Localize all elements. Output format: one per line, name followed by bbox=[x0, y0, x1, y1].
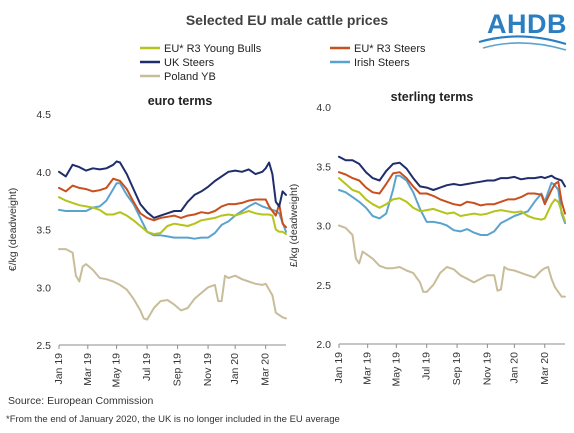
panel-sterling-terms: sterling terms £/kg (deadweight) 2.0 2.5 3.0… bbox=[288, 90, 566, 387]
x-tick-label: Sep 19 bbox=[172, 353, 184, 386]
series-line-irish_steers bbox=[58, 182, 287, 240]
series-line-r3_steers bbox=[58, 177, 287, 229]
y-axis-title: £/kg (deadweight) bbox=[288, 184, 300, 267]
logo-wave-2 bbox=[482, 42, 567, 51]
legend-label-young_bulls: EU* R3 Young Bulls bbox=[164, 43, 262, 55]
series-line-young_bulls bbox=[58, 196, 287, 236]
y-tick-label: 4.0 bbox=[36, 167, 51, 179]
y-tick-label: 2.5 bbox=[36, 340, 51, 352]
panel-euro-terms: euro terms €/kg (deadweight) 2.5 3.0 3.5 4.0 4… bbox=[7, 94, 287, 388]
ahdb-logo: AHDB bbox=[478, 9, 567, 51]
y-tick-label: 3.0 bbox=[316, 221, 331, 233]
legend-label-r3_steers: EU* R3 Steers bbox=[354, 43, 426, 55]
x-tick-label: Jan 19 bbox=[333, 352, 345, 384]
footnote: *From the end of January 2020, the UK is… bbox=[6, 414, 340, 425]
x-tick-label: Jul 19 bbox=[141, 353, 153, 381]
x-tick-label: May 19 bbox=[390, 352, 402, 387]
series-line-r3_steers bbox=[338, 171, 566, 215]
panel-subtitle: sterling terms bbox=[391, 90, 474, 104]
logo-text: AHDB bbox=[487, 9, 567, 39]
source-note: Source: European Commission bbox=[8, 395, 153, 407]
y-tick-label: 3.5 bbox=[36, 225, 51, 237]
y-tick-label: 3.5 bbox=[316, 161, 331, 173]
legend-label-poland_yb: Poland YB bbox=[164, 71, 216, 83]
chart-title: Selected EU male cattle prices bbox=[186, 12, 389, 28]
series-line-poland_yb bbox=[338, 224, 566, 298]
x-tick-label: Sep 19 bbox=[451, 352, 463, 385]
legend-label-irish_steers: Irish Steers bbox=[354, 57, 410, 69]
legend: EU* R3 Young Bulls EU* R3 Steers UK Steers… bbox=[140, 43, 426, 83]
x-tick-label: May 19 bbox=[111, 353, 123, 388]
y-tick-label: 3.0 bbox=[36, 282, 51, 294]
y-tick-label: 4.5 bbox=[36, 109, 51, 121]
x-tick-label: Mar 19 bbox=[82, 353, 94, 386]
x-tick-label: Nov 19 bbox=[202, 353, 214, 386]
series-line-uk_steers bbox=[338, 155, 566, 191]
x-tick-label: Jan 20 bbox=[229, 353, 241, 385]
legend-label-uk_steers: UK Steers bbox=[164, 57, 215, 69]
y-axis-title: €/kg (deadweight) bbox=[7, 188, 19, 271]
x-tick-label: Mar 20 bbox=[260, 353, 272, 386]
panel-subtitle: euro terms bbox=[148, 94, 213, 108]
series-line-poland_yb bbox=[58, 248, 287, 321]
series-line-young_bulls bbox=[338, 177, 566, 222]
y-tick-label: 2.0 bbox=[316, 339, 331, 351]
x-tick-label: Jul 19 bbox=[421, 352, 433, 380]
x-tick-label: Nov 19 bbox=[481, 352, 493, 385]
x-tick-label: Mar 19 bbox=[362, 352, 374, 385]
x-tick-label: Jan 19 bbox=[53, 353, 65, 385]
y-tick-label: 2.5 bbox=[316, 280, 331, 292]
x-tick-label: Mar 20 bbox=[539, 352, 551, 385]
series-line-uk_steers bbox=[58, 160, 287, 219]
logo-wave-1 bbox=[478, 35, 567, 46]
x-tick-label: Jan 20 bbox=[508, 352, 520, 384]
y-tick-label: 4.0 bbox=[316, 102, 331, 114]
